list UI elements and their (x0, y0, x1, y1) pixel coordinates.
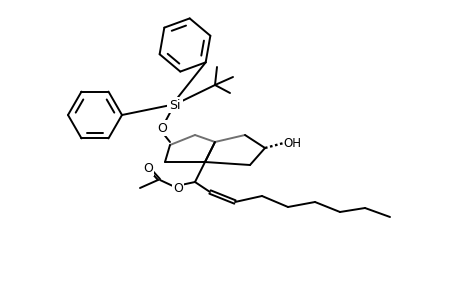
Text: O: O (157, 122, 167, 134)
Text: Si: Si (169, 98, 180, 112)
Text: O: O (173, 182, 183, 194)
Text: O: O (143, 161, 152, 175)
Text: OH: OH (282, 136, 300, 149)
